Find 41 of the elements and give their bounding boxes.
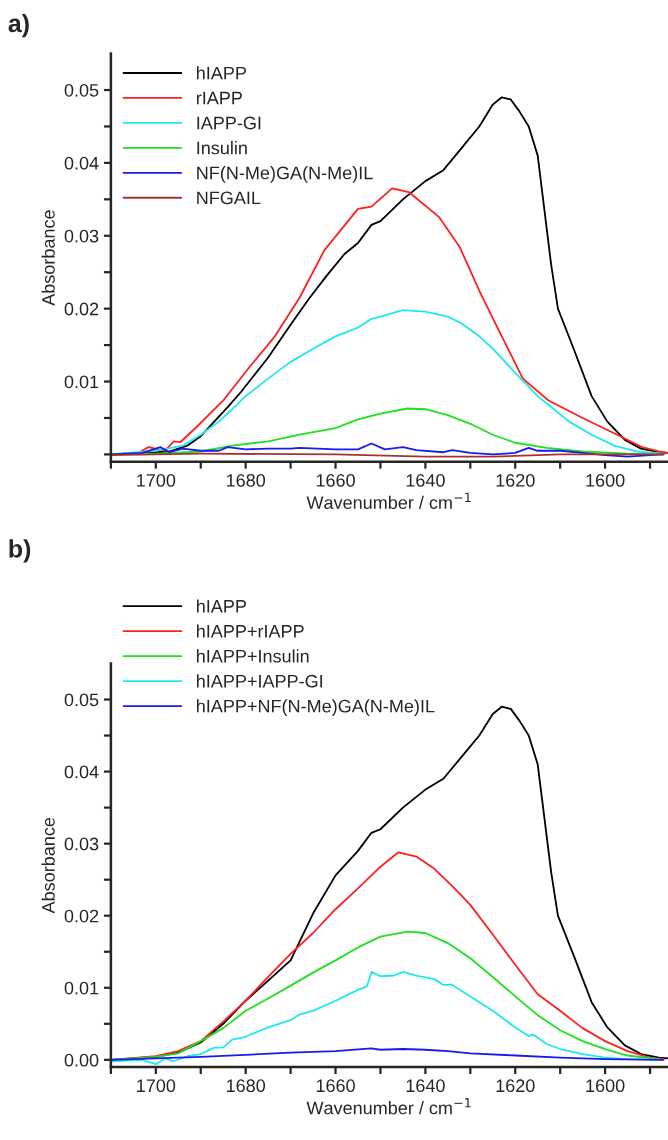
legend-label: hIAPP+Insulin	[197, 649, 309, 663]
legend-label: hIAPP+NF(N-Me)GA(N-Me)IL	[197, 699, 435, 717]
legend-label: hIAPP+rIAPP	[197, 624, 304, 638]
chart-title: b)	[9, 539, 31, 563]
x-tick-label: 1620	[496, 1079, 535, 1093]
x-tick-label: 1680	[226, 473, 266, 487]
y-tick-label: 0.04	[64, 765, 99, 779]
y-tick-label: 0.01	[64, 375, 99, 389]
legend-label: NF(N-Me)GA(N-Me)IL	[197, 166, 373, 183]
x-tick-label: 1600	[586, 1079, 625, 1093]
x-tick-label: 1600	[586, 473, 625, 487]
y-tick-label: 0.04	[64, 156, 99, 170]
x-tick-label: 1640	[406, 473, 445, 487]
legend-label: hIAPP	[197, 66, 246, 80]
legend-label: hIAPP	[197, 599, 246, 613]
y-tick-label: 0.02	[64, 302, 99, 316]
x-tick-label: 1660	[316, 1079, 355, 1093]
legend-label: NFGAIL	[197, 191, 261, 205]
x-tick-label: 1660	[316, 473, 355, 487]
chart-title: a)	[8, 13, 29, 38]
y-tick-label: 0.00	[64, 1053, 99, 1067]
legend-label: Insulin	[197, 141, 247, 155]
x-tick-label: 1620	[496, 473, 535, 487]
y-tick-label: 0.03	[64, 229, 99, 243]
y-tick-label: 0.05	[64, 83, 99, 97]
line-series	[110, 1047, 665, 1061]
legend-label: IAPP-GI	[197, 116, 261, 130]
legend-label: hIAPP+IAPP-GI	[197, 674, 323, 688]
y-tick-label: 0.01	[64, 981, 99, 995]
legend-label: rIAPP	[196, 91, 242, 105]
x-tick-label: 1700	[137, 473, 176, 487]
x-tick-label: 1680	[226, 1079, 266, 1093]
y-axis-title: Absorbance	[41, 817, 55, 914]
x-axis-title: Wavenumber / cm$^{−1}$	[306, 492, 471, 510]
y-tick-label: 0.02	[64, 909, 99, 923]
x-tick-label: 1640	[406, 1079, 445, 1093]
y-tick-label: 0.05	[64, 693, 99, 707]
y-axis-title: Absorbance	[41, 210, 55, 306]
y-tick-label: 0.03	[64, 837, 99, 851]
x-axis-title: Wavenumber / cm$^{−1}$	[306, 1098, 471, 1115]
x-tick-label: 1700	[137, 1079, 176, 1093]
